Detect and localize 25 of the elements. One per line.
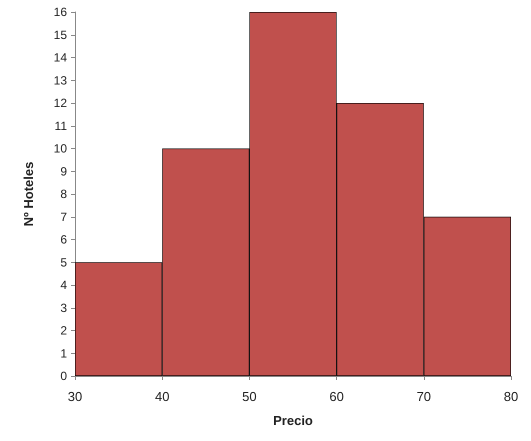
y-tick-label: 13: [54, 73, 68, 88]
y-tick-label: 7: [60, 210, 68, 224]
y-axis-title: Nº Hoteles: [21, 162, 36, 226]
y-tick-label: 0: [60, 369, 68, 383]
y-tick-label: 14: [54, 50, 68, 64]
y-tick-label: 11: [54, 118, 68, 133]
y-tick-label: 3: [60, 300, 68, 315]
y-tick-label: 5: [60, 255, 68, 270]
y-tick-label: 15: [54, 28, 68, 42]
y-tick-label: 16: [54, 5, 68, 19]
y-tick-label: 9: [60, 164, 68, 178]
y-tick-label: 4: [60, 278, 68, 292]
y-tick-label: 8: [60, 187, 68, 201]
y-tick-label: 1: [60, 346, 68, 360]
x-tick-label: 40: [154, 389, 170, 404]
x-tick-label: 70: [416, 389, 432, 404]
x-tick-label: 60: [329, 389, 344, 404]
y-tick-label: 12: [54, 96, 68, 110]
x-tick-label: 80: [504, 389, 518, 404]
x-axis-title: Precio: [273, 413, 313, 428]
x-tick-label: 30: [68, 389, 82, 404]
x-tick-label: 50: [242, 389, 257, 404]
y-tick-label: 2: [60, 324, 68, 338]
y-tick-label: 6: [60, 232, 68, 246]
y-tick-label: 10: [54, 142, 68, 156]
